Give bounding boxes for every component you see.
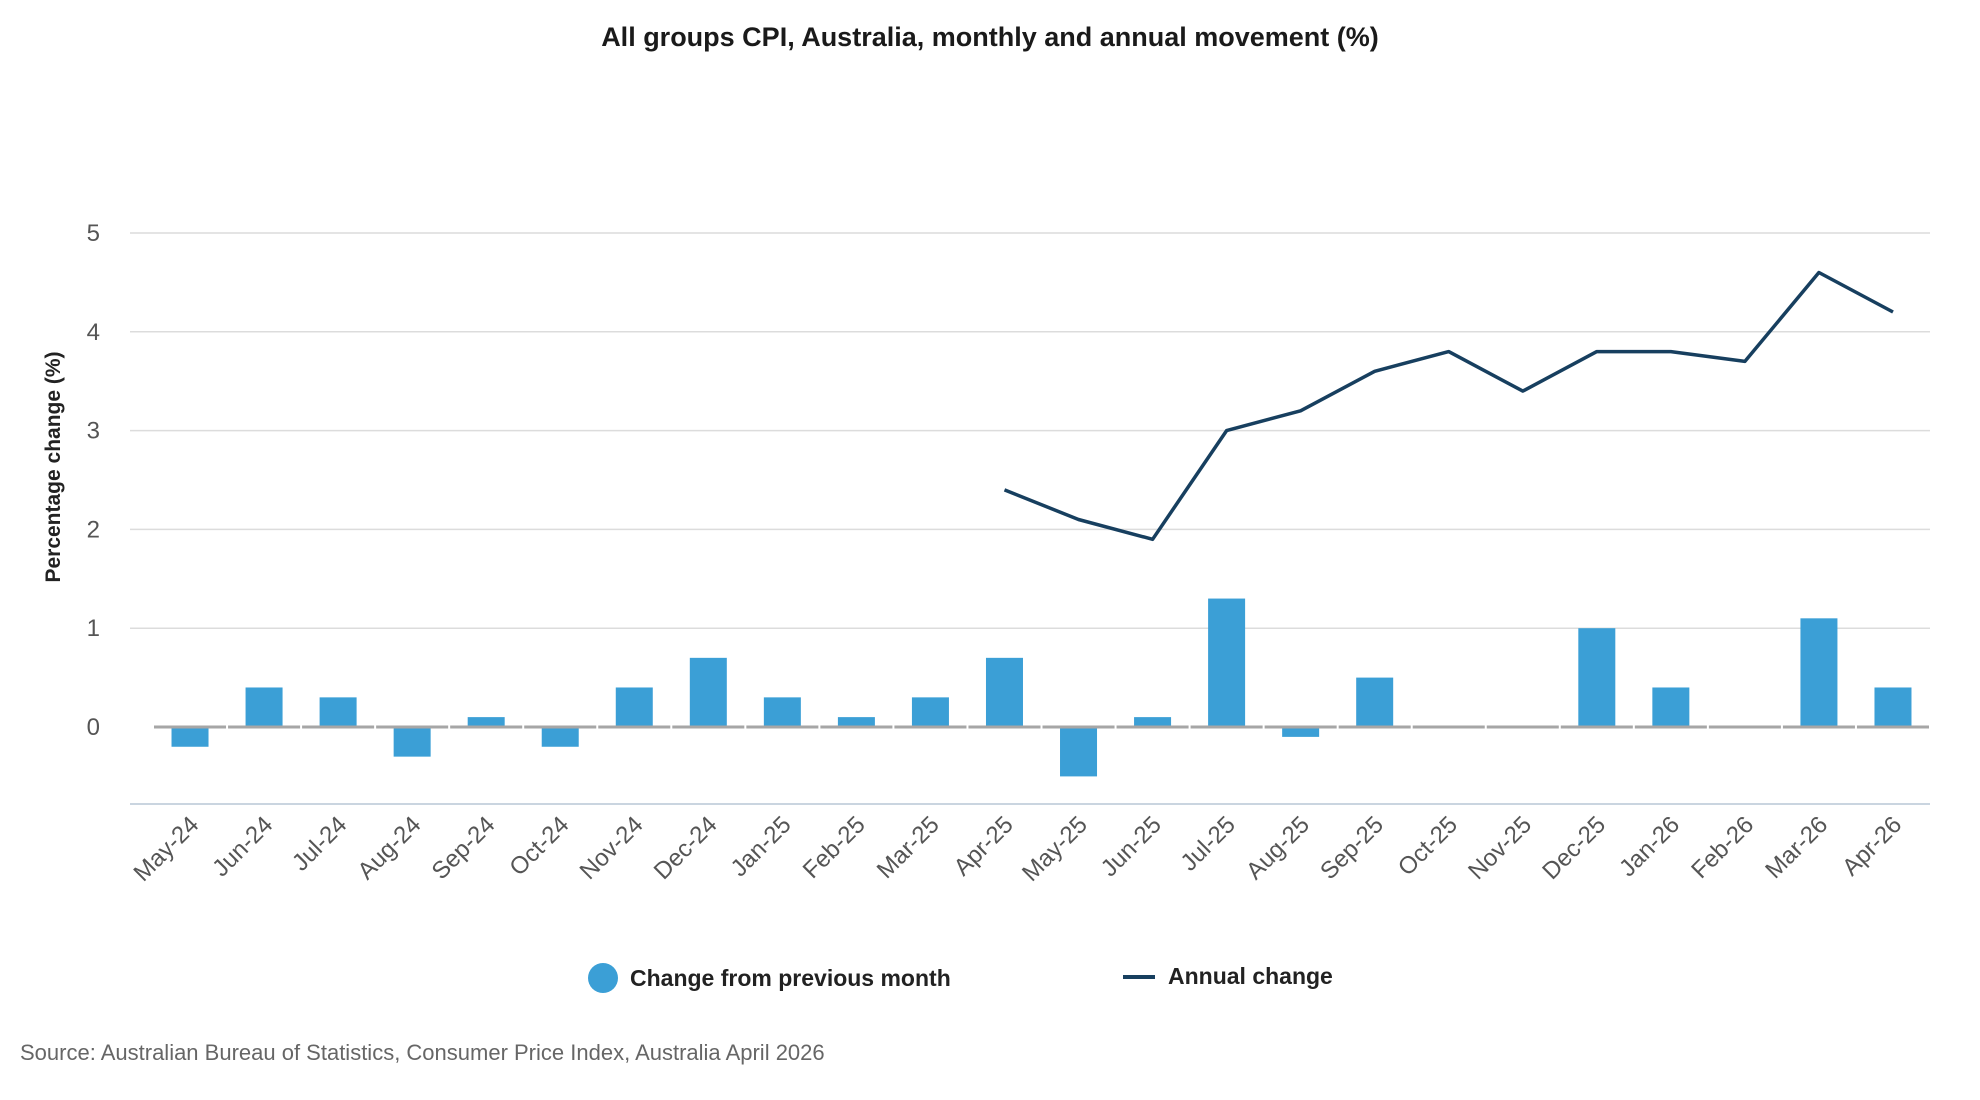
bar-Sep-24 <box>467 717 505 727</box>
legend-label-monthly: Change from previous month <box>630 964 951 991</box>
bar-Aug-24 <box>393 727 431 757</box>
x-tick-label: Apr-26 <box>1837 811 1907 881</box>
x-tick-label: Jan-25 <box>726 811 797 882</box>
x-tick-label: Oct-25 <box>1393 811 1463 881</box>
legend-item-annual[interactable]: Annual change <box>1123 963 1333 990</box>
y-tick-label: 2 <box>87 516 100 543</box>
x-axis: May-24 Jun-24 Jul-24 Aug-24 Sep-24 Oct-24 Nov-… <box>129 803 1930 887</box>
x-tick-label: Feb-26 <box>1686 811 1759 884</box>
bar-Apr-26 <box>1874 687 1912 727</box>
bar-Jun-24 <box>245 687 283 727</box>
x-tick-label: Dec-24 <box>649 811 723 885</box>
x-tick-label: Jun-24 <box>207 811 278 882</box>
legend-bar-swatch <box>588 963 618 993</box>
x-tick-label: Sep-25 <box>1315 811 1389 885</box>
x-tick-label: Nov-25 <box>1463 811 1537 885</box>
bar-Nov-24 <box>615 687 653 727</box>
bar-Oct-24 <box>541 727 579 747</box>
x-tick-label: May-24 <box>129 811 205 887</box>
x-tick-label: Nov-24 <box>575 811 649 885</box>
bar-Mar-26 <box>1800 618 1838 727</box>
line-series <box>1003 270 1894 542</box>
x-tick-label: Jan-26 <box>1614 811 1685 882</box>
x-tick-label: Feb-25 <box>798 811 871 884</box>
bar-May-24 <box>171 727 209 747</box>
bar-Jun-25 <box>1134 717 1172 727</box>
legend: Change from previous month Annual change <box>0 963 1980 1003</box>
annual-change-line <box>1003 270 1894 542</box>
y-tick-label: 0 <box>87 714 100 741</box>
bar-Dec-24 <box>689 657 727 727</box>
x-tick-label: Dec-25 <box>1537 811 1611 885</box>
bar-Dec-25 <box>1578 628 1616 727</box>
y-tick-label: 4 <box>87 319 100 346</box>
bar-series <box>171 598 1912 777</box>
bar-Jan-26 <box>1652 687 1690 727</box>
bar-Jul-25 <box>1208 598 1246 727</box>
x-tick-label: Aug-24 <box>353 811 427 885</box>
y-axis-title: Percentage change (%) <box>42 351 65 582</box>
bar-Mar-25 <box>911 697 949 727</box>
legend-label-annual: Annual change <box>1168 963 1333 989</box>
y-tick-label: 5 <box>87 220 100 247</box>
bar-Feb-25 <box>837 717 875 727</box>
x-tick-label: May-25 <box>1017 811 1093 887</box>
bar-Aug-25 <box>1282 727 1320 737</box>
legend-item-monthly[interactable]: Change from previous month <box>588 963 951 993</box>
bar-Apr-25 <box>985 657 1023 727</box>
x-tick-label: Oct-24 <box>504 811 574 881</box>
x-tick-label: Apr-25 <box>949 811 1019 881</box>
grid-lines <box>130 232 1930 629</box>
x-tick-label: Jul-24 <box>287 811 352 876</box>
bar-Jan-25 <box>763 697 801 727</box>
x-tick-label: Jul-25 <box>1176 811 1241 876</box>
x-tick-label: Mar-25 <box>872 811 945 884</box>
legend-line-swatch <box>1123 974 1155 979</box>
y-axis-ticks: 0 1 2 3 4 5 <box>87 220 100 741</box>
y-tick-label: 1 <box>87 615 100 642</box>
x-tick-label: Aug-25 <box>1241 811 1315 885</box>
x-tick-label: Mar-26 <box>1760 811 1833 884</box>
x-tick-label: Sep-24 <box>427 811 501 885</box>
bar-Sep-25 <box>1356 677 1394 727</box>
source-note: Source: Australian Bureau of Statistics,… <box>20 1040 825 1065</box>
bar-Jul-24 <box>319 697 357 727</box>
chart-title: All groups CPI, Australia, monthly and a… <box>601 22 1379 52</box>
bar-May-25 <box>1060 727 1098 777</box>
x-tick-label: Jun-25 <box>1096 811 1167 882</box>
y-tick-label: 3 <box>87 418 100 445</box>
